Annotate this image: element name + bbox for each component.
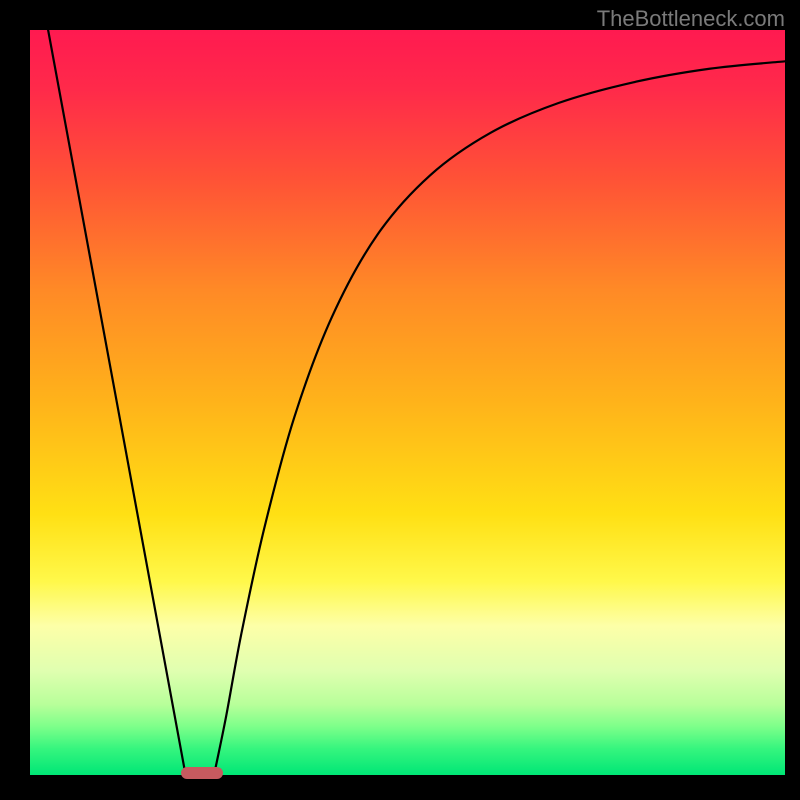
- plot-area: [30, 30, 785, 775]
- chart-container: { "meta": { "watermark_text": "TheBottle…: [0, 0, 800, 800]
- watermark-text: TheBottleneck.com: [597, 6, 785, 32]
- left-line: [48, 30, 185, 771]
- curve-layer: [30, 30, 785, 775]
- bottleneck-marker: [181, 767, 223, 779]
- right-curve: [215, 61, 785, 770]
